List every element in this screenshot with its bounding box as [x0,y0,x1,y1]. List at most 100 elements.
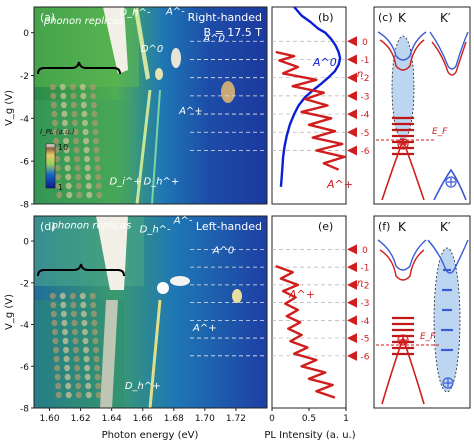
replica-blob [72,337,79,345]
replica-blob [61,319,68,327]
heatmap-d-dh-minus-spot [157,282,169,294]
x-axis-e: 0 0.5 1 [269,408,349,424]
replica-blob [62,128,69,136]
replica-blob [74,373,81,381]
replica-blob [64,155,71,163]
replica-blob [76,191,83,199]
ladder-marker [347,262,357,273]
band-panel-f: (f) K K′ E_F [373,215,471,409]
panel-label-b: (b) [318,11,334,24]
replica-blob [60,92,67,100]
x-tick-label: 1.60 [40,414,60,424]
replica-blob [75,391,82,399]
panel-label-d: (d) [40,220,56,233]
replica-blob [84,364,91,372]
y-axis-title-a: V_g (V) [4,90,15,126]
y-tick-label: -4 [20,115,29,125]
replica-blob [90,310,97,318]
x-tick-label: 1.68 [164,414,184,424]
replica-blob [63,137,70,145]
heatmap-d-a-minus-spot [170,276,190,286]
y-tick-label: -8 [20,405,29,415]
replica-blob [85,173,92,181]
y-tick-label: -2 [20,72,29,82]
band-panel-f-k-upper-blue [377,239,427,271]
y-tick-label: -2 [20,279,29,289]
ladder-label: -5 [361,335,370,345]
lines-e [275,264,336,399]
heatmap-d-frame [33,215,268,409]
replica-blob [63,355,70,363]
replica-blob [54,155,61,163]
x-axis-title-e: PL Intensity (a. u.) [264,430,355,441]
replica-blob [85,182,92,190]
replica-blob [85,391,92,399]
replica-blob [95,173,102,181]
replica-blob [60,301,67,309]
panel-e-frame [271,215,347,409]
band-panel-f-kprime-upper [427,239,469,274]
annotation-label: A^- [165,6,185,17]
ladder-label: -4 [361,317,370,327]
replica-blob [65,391,72,399]
band-panel-c-frame [373,6,471,205]
annotation-label: phonon replicas [43,16,124,27]
replica-blob [95,382,102,390]
x-tick-label: 1.62 [71,414,91,424]
replica-blob [75,173,82,181]
annotation-label: A^+ [192,323,217,334]
replica-blob [69,292,76,300]
band-panel-c-hole-k-plus [399,140,407,148]
annotation-label: A^0 [202,33,225,44]
replica-blob [91,319,98,327]
brace-a [37,61,121,75]
replica-blob [55,382,62,390]
replica-blob [70,101,77,109]
heatmap-a-d0-spot [155,68,163,80]
ladder-marker [347,109,357,120]
replica-blob [55,182,62,190]
replica-blob [65,382,72,390]
x-tick-label: 1.66 [133,414,153,424]
replica-blob [89,292,96,300]
replica-blob [90,101,97,109]
x-tick-label: 1.70 [195,414,215,424]
ladder-label: -4 [361,111,370,121]
colorbar-tick-top: 10 [58,143,68,152]
replica-blob [84,164,91,172]
x-axis-title-d: Photon energy (eV) [102,430,199,441]
panel-b-frame [271,6,347,205]
ladder-marker [347,244,357,255]
band-panel-f-k-upper-red [379,249,425,281]
x-tick-label: 0.5 [302,414,316,424]
band-panel-f-pocket [433,247,461,393]
heatmap-a-dh-minus-line [134,7,150,80]
replica-blob [59,292,66,300]
ladder-label: -1 [361,56,370,66]
replica-blob [69,83,76,91]
ladder-marker [347,72,357,83]
replica-blob [94,164,101,172]
phonon-replica-streaks-d [49,292,102,399]
y-tick-label: -6 [20,363,29,373]
band-panel-f-valley-kprime: K′ [440,220,451,234]
replica-blob [55,173,62,181]
replica-blob [94,364,101,372]
band-panel-c-fermi-label: E_F [432,127,448,137]
replica-blob [70,92,77,100]
band-panel-f-valley-k: K [398,220,407,234]
replica-blob [51,319,58,327]
replica-blob [73,346,80,354]
heatmap-d-bright-lobe [96,216,128,290]
replica-blob [81,119,88,127]
band-panel-f-levels [392,268,453,356]
replica-blob [84,155,91,163]
lines-b [275,6,346,187]
annotation-label: phonon replicas [51,221,132,232]
landau-level-ladder-bottom: n 0 -1 -2 -3 -4 -5 -6 [347,244,370,362]
colorbar-swatch [45,143,56,189]
replica-blob [51,110,58,118]
